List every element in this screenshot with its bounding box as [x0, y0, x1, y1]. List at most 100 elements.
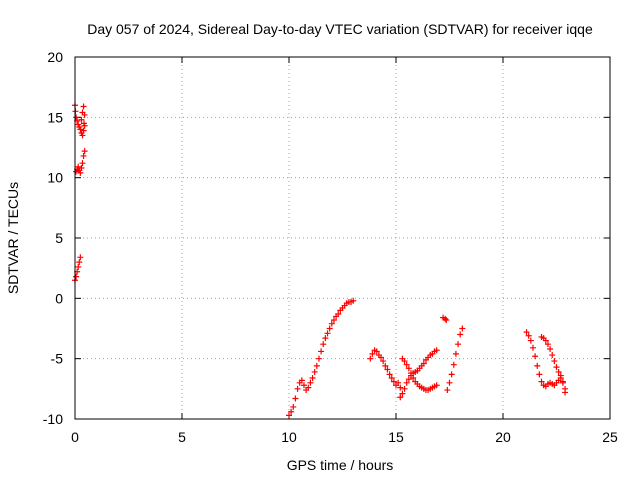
data-point: [551, 358, 558, 365]
data-point: [388, 374, 395, 381]
data-point: [547, 346, 554, 353]
data-point: [373, 348, 380, 355]
data-point: [549, 352, 556, 359]
data-point: [286, 412, 292, 419]
data-point: [544, 341, 551, 348]
data-point: [79, 160, 86, 167]
data-point: [555, 368, 562, 375]
data-point: [81, 148, 88, 155]
data-point: [527, 337, 534, 344]
data-point: [328, 320, 335, 327]
y-tick-label: 20: [47, 49, 63, 65]
data-point: [536, 371, 543, 378]
data-point: [525, 332, 532, 339]
data-point: [559, 378, 566, 385]
data-point: [395, 379, 402, 386]
data-point: [450, 361, 457, 368]
x-tick-label: 10: [281, 429, 297, 445]
data-point: [443, 317, 450, 324]
data-point: [399, 390, 406, 397]
x-tick-label: 20: [495, 429, 511, 445]
data-point: [405, 365, 412, 372]
y-axis-label: SDTVAR / TECUs: [5, 182, 21, 294]
data-point: [401, 358, 408, 365]
data-point: [73, 114, 80, 121]
y-tick-label: -10: [43, 411, 63, 427]
data-point: [410, 374, 417, 381]
data-point: [384, 366, 391, 373]
y-tick-label: -5: [51, 351, 64, 367]
data-point: [309, 374, 316, 381]
data-point: [77, 254, 84, 261]
data-point: [405, 376, 412, 383]
plot-frame: [74, 56, 611, 420]
data-point: [300, 382, 307, 389]
data-point: [79, 132, 86, 139]
data-point: [455, 341, 462, 348]
data-point: [80, 120, 87, 127]
data-point: [292, 395, 299, 402]
data-point: [315, 355, 322, 362]
data-point: [444, 387, 451, 394]
data-point: [378, 354, 385, 361]
data-point: [523, 329, 530, 336]
x-tick-label: 25: [602, 429, 618, 445]
data-point: [380, 358, 387, 365]
tick-labels: 0 5 10 15 20 25 -10 -5 0 5 10 15 20: [43, 49, 618, 445]
data-point: [538, 378, 545, 385]
x-tick-label: 5: [178, 429, 186, 445]
data-point: [442, 315, 449, 322]
data-point: [320, 341, 327, 348]
data-point: [386, 371, 393, 378]
data-point: [433, 347, 440, 354]
data-point: [446, 379, 453, 386]
data-point: [529, 344, 536, 351]
data-point: [452, 350, 459, 357]
data-point: [335, 311, 342, 318]
data-point: [80, 152, 87, 159]
grid-lines: [75, 57, 610, 419]
data-point: [80, 103, 87, 110]
data-point: [448, 371, 455, 378]
data-point: [542, 337, 549, 344]
data-point: [532, 353, 539, 360]
data-point: [326, 325, 333, 332]
data-point: [77, 169, 84, 176]
data-point: [298, 377, 305, 384]
y-tick-label: 15: [47, 109, 63, 125]
data-point: [534, 362, 541, 369]
data-point: [80, 127, 87, 134]
x-tick-label: 15: [388, 429, 404, 445]
data-point: [330, 317, 337, 324]
data-points: [72, 102, 569, 419]
data-point: [76, 259, 83, 266]
x-axis-label: GPS time / hours: [287, 457, 394, 473]
data-point: [75, 163, 82, 170]
data-point: [81, 111, 88, 118]
data-point: [459, 325, 466, 332]
data-point: [407, 370, 414, 377]
data-point: [403, 361, 410, 368]
data-point: [73, 273, 80, 280]
data-point: [324, 330, 331, 337]
chart-title: Day 057 of 2024, Sidereal Day-to-day VTE…: [87, 21, 593, 37]
data-point: [367, 355, 374, 362]
y-tick-label: 5: [55, 230, 63, 246]
data-point: [553, 364, 560, 371]
data-point: [403, 379, 410, 386]
y-tick-label: 0: [55, 290, 63, 306]
data-point: [294, 385, 301, 392]
data-point: [397, 384, 404, 391]
data-point: [457, 331, 464, 338]
data-point: [288, 408, 295, 415]
data-point: [369, 350, 376, 357]
data-point: [420, 360, 427, 367]
data-point: [390, 378, 397, 385]
data-point: [433, 382, 440, 389]
data-point: [77, 126, 84, 133]
data-point: [350, 297, 357, 304]
data-point: [311, 368, 318, 375]
data-point: [562, 389, 569, 396]
data-point: [313, 362, 320, 369]
